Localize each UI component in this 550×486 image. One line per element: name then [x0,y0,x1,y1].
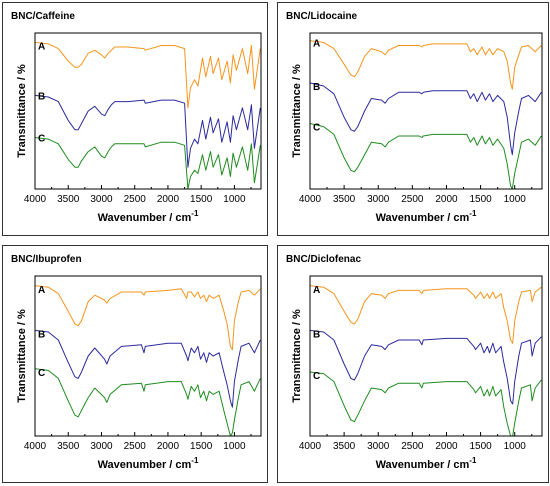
x-tick-label: 3500 [333,441,356,452]
x-tick-label: 2500 [401,194,424,205]
series-line-C [309,123,542,190]
series-line-B [34,94,261,168]
y-axis-label: Transmittance / % [16,64,28,158]
y-axis-label: Transmittance / % [291,64,303,158]
x-tick-label: 3000 [90,441,113,452]
panel-bnc-ibuprofen: BNC/Ibuprofen A B C 4000 3500 3000 2500 2000 1500… [2,245,268,483]
x-tick-label: 2000 [157,441,180,452]
chart-title: BNC/Caffeine [11,11,75,22]
series-label-A: A [313,285,320,296]
x-tick-label: 4000 [24,194,47,205]
x-tick-label: 2500 [401,441,424,452]
x-tick-label: 1500 [469,441,492,452]
x-tick-label: 2000 [157,194,180,205]
plot-frame [309,32,543,190]
series-label-B: B [313,82,320,93]
x-tick-label: 3000 [90,194,113,205]
series-label-A: A [313,38,320,49]
x-tick-label: 1500 [469,194,492,205]
x-tick-label: 1000 [223,441,246,452]
x-tick-label: 4000 [299,194,322,205]
chart-title: BNC/Ibuprofen [11,254,82,265]
series-line-B [309,82,542,156]
x-tick-label: 1000 [504,194,527,205]
x-tick-label: 1500 [190,441,213,452]
series-label-C: C [313,371,320,382]
series-label-A: A [38,41,45,52]
x-tick-label: 1000 [504,441,527,452]
series-line-B [309,329,542,405]
x-axis-label: Wavenumber / cm-1 [98,209,199,224]
x-tick-label: 1000 [223,194,246,205]
x-tick-label: 2000 [435,194,458,205]
x-tick-label: 3500 [57,194,80,205]
x-tick-label: 3000 [367,441,390,452]
x-axis-label: Wavenumber / cm-1 [376,209,477,224]
plot-frame [34,32,262,190]
series-label-C: C [313,123,320,134]
series-line-C [34,137,261,190]
x-tick-label: 4000 [299,441,322,452]
series-line-B [34,329,261,408]
chart-bnc-caffeine: BNC/Caffeine A B C 4000 3500 3000 2500 2000 1500 1… [11,11,262,224]
plot-frame [34,275,262,437]
chart-bnc-diclofenac: BNC/Diclofenac A B C 4000 3500 3000 2500 2000 150… [286,254,543,471]
x-tick-label: 2000 [435,441,458,452]
series-line-C [309,371,542,437]
y-axis-label: Transmittance / % [291,309,303,403]
chart-bnc-ibuprofen: BNC/Ibuprofen A B C 4000 3500 3000 2500 2000 1500… [11,254,262,471]
series-label-B: B [38,330,45,341]
plot-frame [309,275,543,437]
x-tick-label: 4000 [24,441,47,452]
chart-title: BNC/Lidocaine [286,11,358,22]
series-line-C [34,368,261,437]
x-tick-label: 3000 [367,194,390,205]
series-label-B: B [38,91,45,102]
x-tick-label: 2500 [124,441,147,452]
series-line-A [309,285,542,344]
x-axis-label: Wavenumber / cm-1 [376,456,477,471]
series-line-A [34,285,261,351]
chart-title: BNC/Diclofenac [286,254,361,265]
panel-bnc-caffeine: BNC/Caffeine A B C 4000 3500 3000 2500 2000 1500 1… [2,2,268,236]
series-label-B: B [313,330,320,341]
series-label-C: C [38,368,45,379]
x-axis-label: Wavenumber / cm-1 [98,456,199,471]
panel-bnc-lidocaine: BNC/Lidocaine A B C 4000 3500 3000 2500 2000 1500… [277,2,549,236]
x-tick-label: 3500 [57,441,80,452]
series-line-A [34,41,261,109]
chart-bnc-lidocaine: BNC/Lidocaine A B C 4000 3500 3000 2500 2000 1500… [286,11,543,224]
series-label-C: C [38,134,45,145]
series-label-A: A [38,285,45,296]
series-line-A [309,40,542,90]
x-tick-label: 2500 [124,194,147,205]
x-tick-label: 1500 [190,194,213,205]
x-tick-label: 3500 [333,194,356,205]
y-axis-label: Transmittance / % [16,309,28,403]
panel-bnc-diclofenac: BNC/Diclofenac A B C 4000 3500 3000 2500 2000 150… [277,245,549,483]
